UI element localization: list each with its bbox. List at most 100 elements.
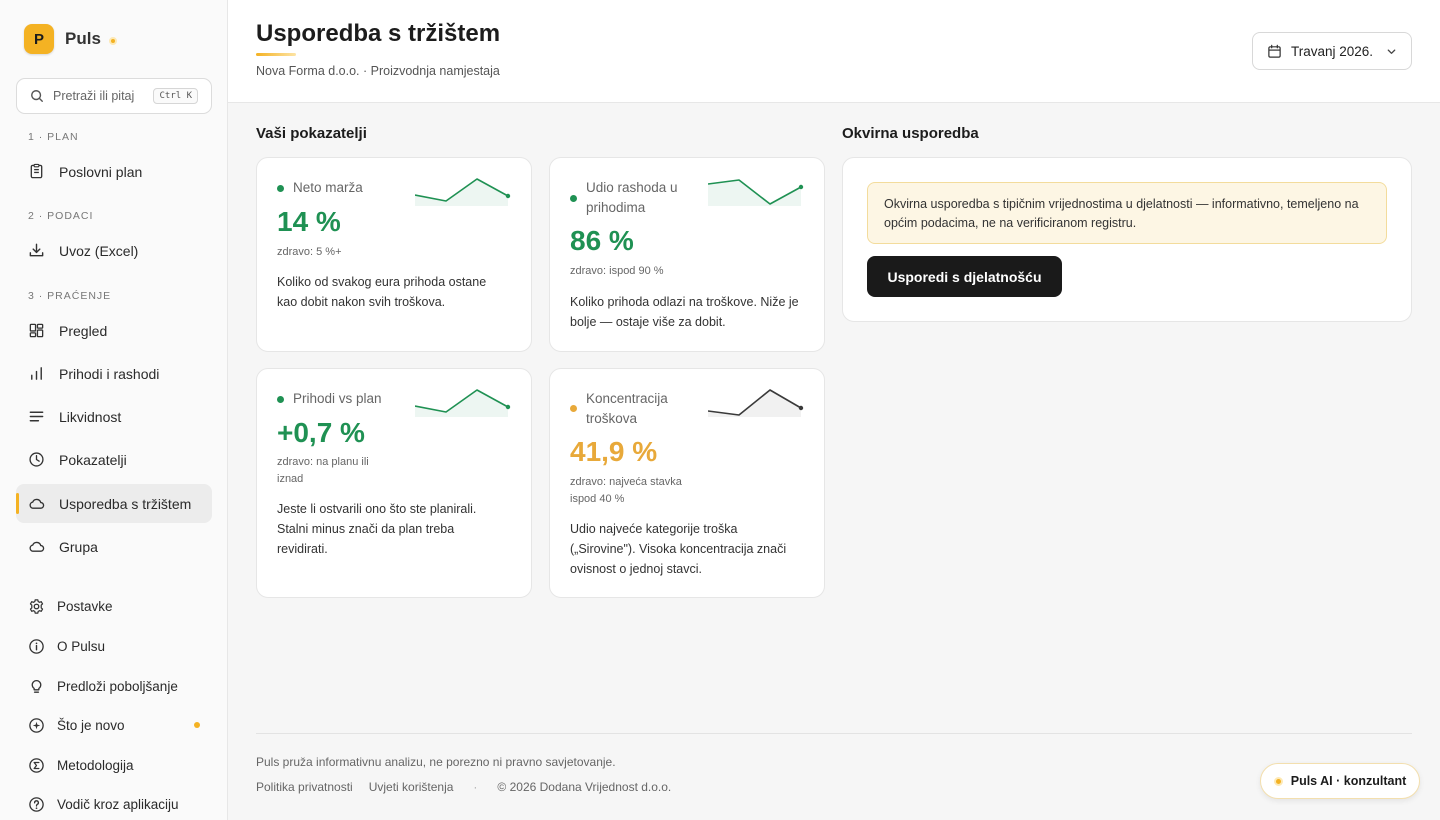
kpi-card-neto-marza: Neto marža 14 % zdravo: 5 %+ Koliko od s… [256,157,532,352]
sidebar-item-grupa[interactable]: Grupa [16,527,212,566]
sidebar-item-label: Predloži poboljšanje [57,679,178,694]
sidebar-item-o-pulsu[interactable]: O Pulsu [16,627,212,666]
search-placeholder: Pretraži ili pitaj [53,89,135,103]
sidebar-item-label: Grupa [59,538,98,555]
cloud-icon [29,498,45,509]
sparkline [415,389,511,417]
sidebar-item-label: Uvoz (Excel) [59,242,139,259]
sidebar-item-label: Postavke [57,599,113,614]
calendar-icon [1268,44,1281,58]
footer-separator: · [473,780,478,794]
kpi-title: Neto marža [293,180,363,195]
sidebar-item-label: Pokazatelji [59,451,127,468]
brand-logo: P [24,24,54,54]
kpi-description: Udio najveće kategorije troška („Sirovin… [570,522,787,576]
sidebar-item-label: Poslovni plan [59,163,143,180]
kpi-health: zdravo: ispod 90 % [570,265,664,277]
kpi-health: zdravo: najveća stavka ispod 40 % [570,476,682,505]
sidebar-item-predlozi[interactable]: Predloži poboljšanje [16,667,212,706]
kpi-title: Koncentracija troškova [586,391,668,426]
sidebar-item-label: Što je novo [57,718,125,733]
sidebar-item-poslovni-plan[interactable]: Poslovni plan [16,152,212,191]
page-subtitle: Nova Forma d.o.o. · Proizvodnja namjesta… [256,64,500,78]
sidebar-item-label: Vodič kroz aplikaciju [57,797,179,812]
document-icon [30,163,43,179]
sigma-icon [29,758,44,773]
kpi-health: zdravo: na planu ili iznad [277,456,369,485]
sidebar-item-sto-je-novo[interactable]: Što je novo [16,706,212,745]
search-shortcut: Ctrl K [153,88,198,104]
ai-consultant-button[interactable]: Puls AI · konzultant [1260,763,1420,799]
sidebar-item-label: Metodologija [57,758,134,773]
sparkline-line [415,389,509,413]
dashboard-icon [29,323,44,338]
sidebar-item-label: O Pulsu [57,639,106,654]
kpi-title: Prihodi vs plan [293,391,382,406]
kpi-value: 41,9 % [570,436,658,467]
indicators-heading: Vaši pokazatelji [256,125,367,142]
help-icon [29,797,44,812]
sidebar-item-pokazatelji[interactable]: Pokazatelji [16,440,212,479]
status-dot [277,185,284,192]
sidebar-item-usporedba[interactable]: Usporedba s tržištem [16,484,212,523]
page-title: Usporedba s tržištem [256,20,501,47]
sparkline-line [708,179,802,205]
period-label: Travanj 2026. [1291,43,1374,59]
gear-icon [29,599,44,614]
sparkline [415,178,511,206]
brand-name: Puls [65,29,101,48]
sidebar-item-postavke[interactable]: Postavke [16,587,212,626]
section-label-plan: 1 · PLAN [28,131,79,143]
status-dot [570,405,577,412]
search-input[interactable]: Pretraži ili pitaj Ctrl K [16,78,212,114]
privacy-link[interactable]: Politika privatnosti [256,780,353,794]
chevron-down-icon [1387,48,1396,54]
status-dot [277,396,284,403]
kpi-description: Koliko od svakog eura prihoda ostane kao… [277,275,487,309]
cloud-icon [29,541,45,552]
period-selector[interactable]: Travanj 2026. [1252,32,1412,70]
compare-industry-button[interactable]: Usporedi s djelatnošću [867,256,1062,297]
sidebar-item-prihodi-i-rashodi[interactable]: Prihodi i rashodi [16,354,212,393]
sparkle-icon [29,718,44,733]
kpi-value: 14 % [277,206,341,237]
page-header: Usporedba s tržištem Nova Forma d.o.o. ·… [228,0,1440,103]
sparkline-last-point [798,405,804,411]
kpi-card-koncentracija: Koncentracija troškova 41,9 % zdravo: na… [549,368,825,598]
benchmark-card: Okvirna usporedba s tipičnim vrijednosti… [842,157,1412,322]
kpi-value: +0,7 % [277,417,365,448]
ai-status-dot [1273,776,1283,786]
kpi-description: Jeste li ostvarili ono što ste planirali… [277,502,477,556]
sidebar-item-label: Prihodi i rashodi [59,365,160,382]
terms-link[interactable]: Uvjeti korištenja [368,780,454,794]
kpi-card-prihodi-vs-plan: Prihodi vs plan +0,7 % zdravo: na planu … [256,368,532,598]
ai-button-label: Puls AI · konzultant [1290,774,1407,788]
sidebar-item-vodic[interactable]: Vodič kroz aplikaciju [16,785,212,820]
footer-links: Politika privatnosti Uvjeti korištenja ·… [256,780,671,794]
sidebar-item-metodologija[interactable]: Metodologija [16,746,212,785]
lines-icon [29,411,44,422]
clock-icon [29,452,44,467]
bar-chart-icon [31,367,42,380]
sparkline-area [415,390,508,417]
status-dot [570,195,577,202]
sparkline-line [708,389,802,416]
download-icon [29,243,44,257]
brand-status-dot [108,37,117,45]
copyright: © 2026 Dodana Vrijednost d.o.o. [497,780,672,794]
sidebar-item-likvidnost[interactable]: Likvidnost [16,397,212,436]
sidebar-item-label: Usporedba s tržištem [59,495,192,512]
benchmark-heading: Okvirna usporedba [842,125,979,142]
footer-divider [256,733,1412,734]
brand[interactable]: P Puls [24,24,117,54]
sidebar-item-pregled[interactable]: Pregled [16,311,212,350]
new-badge-dot [194,722,200,728]
footer-disclaimer: Puls pruža informativnu analizu, ne pore… [256,755,616,769]
kpi-value: 86 % [570,225,634,256]
section-label-pracenje: 3 · PRAĆENJE [28,290,112,302]
kpi-title: Udio rashoda u prihodima [586,180,678,215]
sidebar-item-uvoz[interactable]: Uvoz (Excel) [16,231,212,270]
sparkline-line [415,178,509,202]
sparkline [708,389,804,417]
kpi-health: zdravo: 5 %+ [277,246,342,258]
